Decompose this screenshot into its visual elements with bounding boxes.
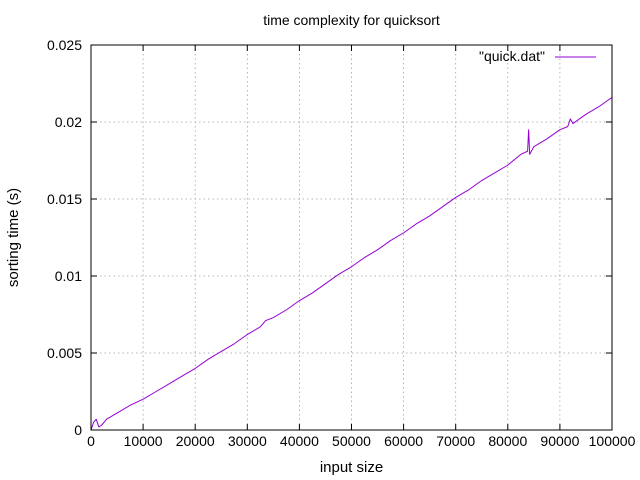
y-tick-label: 0.015 bbox=[47, 191, 82, 207]
x-tick-label: 60000 bbox=[384, 433, 423, 449]
x-tick-label: 20000 bbox=[176, 433, 215, 449]
x-tick-label: 10000 bbox=[124, 433, 163, 449]
y-tick-label: 0.005 bbox=[47, 345, 82, 361]
ticks-layer: 0 10000 20000 30000 40000 50000 60000 70000 8000… bbox=[47, 37, 636, 449]
x-tick-label: 30000 bbox=[228, 433, 267, 449]
x-tick-label: 100000 bbox=[589, 433, 636, 449]
chart-title: time complexity for quicksort bbox=[263, 12, 440, 28]
grid bbox=[91, 45, 612, 430]
legend-label: "quick.dat" bbox=[479, 48, 545, 64]
x-tick-label: 80000 bbox=[488, 433, 527, 449]
y-tick-label: 0.01 bbox=[55, 268, 82, 284]
y-tick-label: 0 bbox=[74, 422, 82, 438]
x-tick-label: 40000 bbox=[280, 433, 319, 449]
y-tick-label: 0.02 bbox=[55, 114, 82, 130]
x-tick-label: 50000 bbox=[332, 433, 371, 449]
series-layer bbox=[90, 96, 613, 431]
legend: "quick.dat" bbox=[479, 48, 596, 64]
y-axis-label: sorting time (s) bbox=[5, 188, 22, 287]
series-line-0 bbox=[90, 96, 613, 431]
y-tick-label: 0.025 bbox=[47, 37, 82, 53]
x-axis-label: input size bbox=[320, 459, 383, 476]
x-tick-label: 90000 bbox=[540, 433, 579, 449]
x-tick-label: 70000 bbox=[436, 433, 475, 449]
x-tick-label: 0 bbox=[87, 433, 95, 449]
